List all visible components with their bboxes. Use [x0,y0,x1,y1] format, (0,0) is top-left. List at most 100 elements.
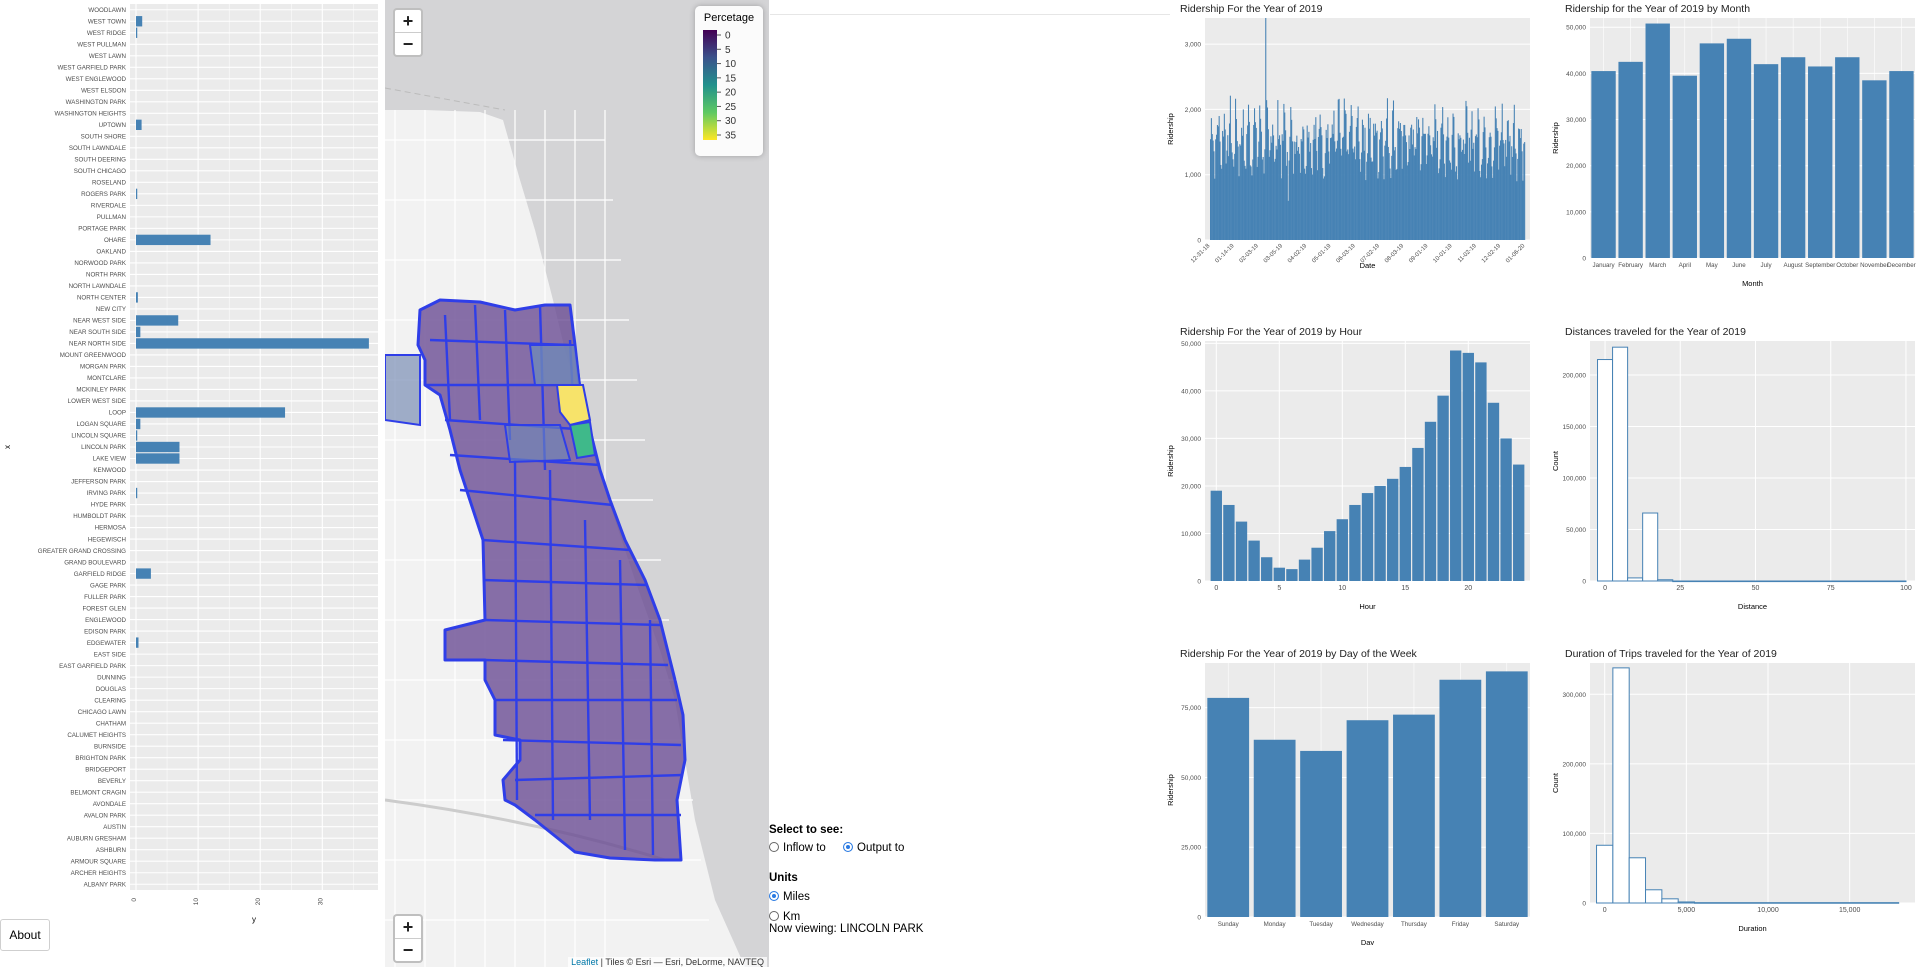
zoom-out-button[interactable]: − [395,32,421,55]
daily-bar [1472,148,1474,240]
area-label: NORTH CENTER [77,295,127,302]
daily-bar [1396,168,1398,240]
daily-bar [1220,164,1222,240]
bar [1235,521,1248,581]
area-label: HYDE PARK [91,502,127,509]
zoom-out-button-2[interactable]: − [395,938,421,961]
km-radio-icon[interactable] [769,911,779,921]
area-label: NEAR WEST SIDE [73,318,126,325]
daily-bar [1443,134,1445,240]
miles-radio[interactable]: Miles [769,891,810,903]
x-tick-label: Friday [1452,921,1470,928]
about-button[interactable]: About [0,919,50,951]
x-tick-label: Thursday [1401,921,1428,928]
community-boundary [514,773,684,782]
daily-bar [1266,107,1269,240]
x-tick-label: 75 [1827,585,1835,592]
daily-bar [1505,139,1507,240]
area-label: FULLER PARK [84,594,127,601]
area-label: GRAND BOULEVARD [64,559,126,566]
daily-bar [1213,151,1215,240]
x-tick-label: June [1732,262,1746,269]
bar [1485,671,1528,917]
daily-bar [1322,168,1324,240]
daily-bar [1349,125,1351,240]
zoom-in-button-2[interactable]: + [402,917,414,937]
miles-radio-icon[interactable] [769,891,779,901]
hist-bin [1645,889,1663,904]
daily-bar [1473,142,1475,240]
x-tick-label: 10 [1338,585,1346,592]
area-label: AUBURN GRESHAM [67,835,126,842]
daily-bar [1480,164,1483,240]
y-tick-label: 0 [1582,579,1586,586]
area-bar [136,418,141,430]
daily-bar [1336,148,1338,240]
hist-bin [1596,844,1614,904]
daily-bar [1492,177,1494,240]
bar [1753,64,1779,259]
area-label: WEST LAWN [89,53,126,60]
map-canvas[interactable] [385,0,769,967]
daily-bar [1463,154,1465,240]
area-label: AVONDALE [93,801,126,808]
daily-bar [1354,146,1356,240]
daily-bar [1416,117,1418,240]
map[interactable]: + − + − Percetage 0 5 10 15 20 25 30 35 Leaflet… [385,0,769,967]
daily-bar [1485,147,1487,240]
daily-bar [1361,152,1363,240]
area-label: CHICAGO LAWN [78,709,126,716]
daily-bar [1447,117,1449,240]
x-tick-label: 0 [1603,585,1607,592]
area-bar [136,16,143,27]
leaflet-link[interactable]: Leaflet [571,957,599,967]
km-radio[interactable]: Km [769,911,800,923]
daily-bar [1455,171,1457,240]
daily-bar [1408,135,1410,240]
area-bar [136,407,286,418]
zoom-in-button[interactable]: + [402,11,414,31]
x-tick-label: 03-05-19 [1263,243,1285,265]
daily-bar [1515,153,1517,240]
plot-panel [1590,18,1915,258]
daily-bar [1253,124,1255,240]
daily-bar [1368,128,1370,240]
daily-bar [1435,119,1437,240]
daily-bar [1254,122,1256,240]
x-axis-label: Duration [1738,924,1766,933]
inflow-radio-icon[interactable] [769,842,779,852]
x-tick-label: July [1761,262,1773,269]
output-radio-icon[interactable] [843,842,854,852]
community-boundary [503,309,512,441]
daily-bar [1466,106,1468,241]
area-label: GARFIELD RIDGE [74,571,126,578]
daily-bar [1333,110,1335,241]
chart-title: Ridership for the Year of 2019 by Month [1565,3,1750,15]
daily-bar [1411,144,1414,240]
daily-bar [1256,166,1258,240]
y-tick-label: 10,000 [1566,209,1586,216]
area-label: HUMBOLDT PARK [73,513,127,520]
y-tick-label: 40,000 [1566,71,1586,78]
daily-bar [1471,111,1473,240]
daily-bar [1399,123,1401,240]
daily-bar [1424,133,1426,240]
daily-bar [1386,98,1388,240]
output-radio[interactable]: Output to [843,842,904,854]
inflow-radio[interactable]: Inflow to [769,842,826,854]
y-tick-label: 20,000 [1181,483,1201,490]
community-boundary [482,538,631,552]
bar [1487,402,1500,581]
area-label: HEGEWISCH [88,536,126,543]
daily-bar [1414,147,1416,240]
daily-bar [1389,168,1391,240]
daily-bar [1292,173,1294,240]
hist-bin [1694,902,1900,904]
daily-bar [1489,132,1491,240]
daily-bar [1344,110,1346,240]
daily-bar [1374,123,1376,240]
daily-bar [1348,154,1350,240]
x-axis-label: Day [1361,938,1375,945]
daily-bar [1223,113,1225,240]
daily-bar [1480,177,1482,240]
